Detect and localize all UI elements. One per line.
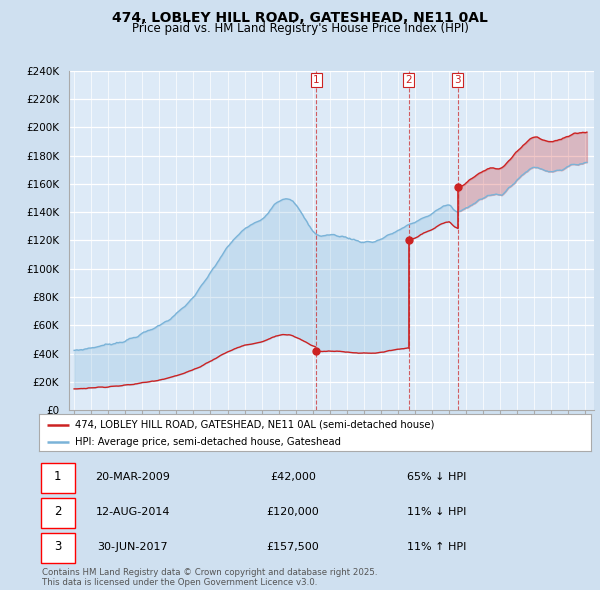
Text: 2: 2 (54, 505, 62, 519)
Text: 1: 1 (54, 470, 62, 483)
Text: £120,000: £120,000 (266, 507, 319, 517)
Text: Contains HM Land Registry data © Crown copyright and database right 2025.
This d: Contains HM Land Registry data © Crown c… (42, 568, 377, 587)
Text: 3: 3 (54, 540, 61, 553)
Text: Price paid vs. HM Land Registry's House Price Index (HPI): Price paid vs. HM Land Registry's House … (131, 22, 469, 35)
Text: 1: 1 (313, 75, 320, 85)
Text: £157,500: £157,500 (266, 542, 319, 552)
Text: £42,000: £42,000 (270, 472, 316, 482)
Text: 11% ↑ HPI: 11% ↑ HPI (407, 542, 466, 552)
FancyBboxPatch shape (41, 463, 75, 493)
Text: 30-JUN-2017: 30-JUN-2017 (98, 542, 168, 552)
Text: 474, LOBLEY HILL ROAD, GATESHEAD, NE11 0AL: 474, LOBLEY HILL ROAD, GATESHEAD, NE11 0… (112, 11, 488, 25)
Text: 2: 2 (405, 75, 412, 85)
Text: 12-AUG-2014: 12-AUG-2014 (95, 507, 170, 517)
FancyBboxPatch shape (41, 498, 75, 527)
Text: 11% ↓ HPI: 11% ↓ HPI (407, 507, 466, 517)
Text: 20-MAR-2009: 20-MAR-2009 (95, 472, 170, 482)
Text: 3: 3 (454, 75, 461, 85)
Text: HPI: Average price, semi-detached house, Gateshead: HPI: Average price, semi-detached house,… (75, 437, 341, 447)
Text: 65% ↓ HPI: 65% ↓ HPI (407, 472, 466, 482)
Text: 474, LOBLEY HILL ROAD, GATESHEAD, NE11 0AL (semi-detached house): 474, LOBLEY HILL ROAD, GATESHEAD, NE11 0… (75, 419, 434, 430)
FancyBboxPatch shape (41, 533, 75, 563)
